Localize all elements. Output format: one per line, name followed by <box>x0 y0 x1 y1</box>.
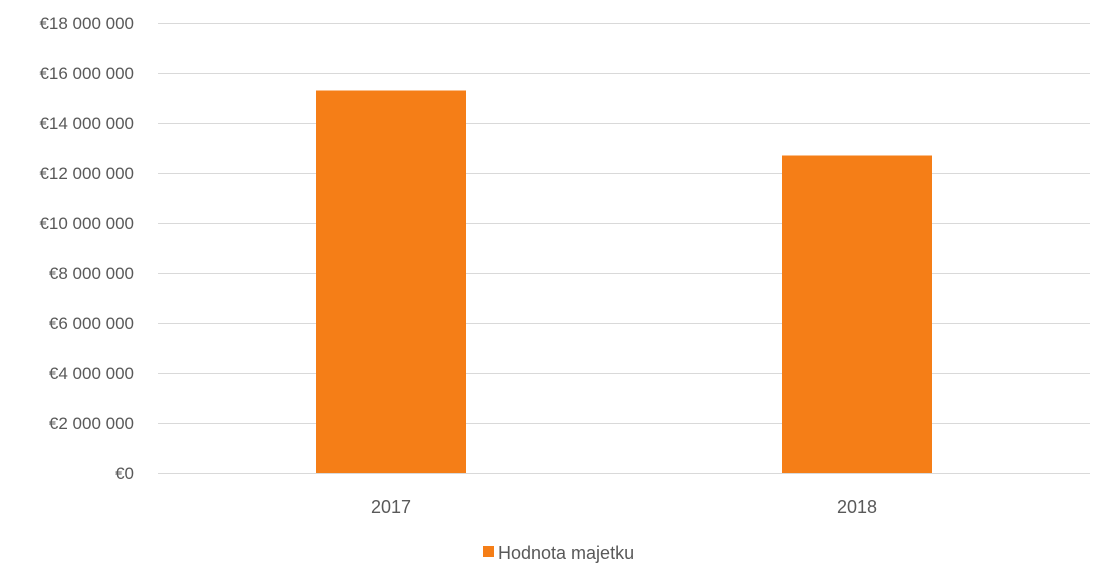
y-tick-label: €16 000 000 <box>39 64 134 83</box>
legend-swatch <box>483 546 494 557</box>
y-axis-tick-labels: €0 €2 000 000 €4 000 000 €6 000 000 €8 000 0… <box>39 14 134 483</box>
bar-2017 <box>316 90 466 473</box>
legend: Hodnota majetku <box>483 543 634 563</box>
y-tick-label: €6 000 000 <box>49 314 134 333</box>
y-tick-label: €2 000 000 <box>49 414 134 433</box>
x-axis-tick-labels: 2017 2018 <box>371 497 877 517</box>
y-tick-label: €14 000 000 <box>39 114 134 133</box>
y-tick-label: €10 000 000 <box>39 214 134 233</box>
y-tick-label: €4 000 000 <box>49 364 134 383</box>
y-tick-label: €18 000 000 <box>39 14 134 33</box>
x-tick-label: 2017 <box>371 497 411 517</box>
y-tick-label: €12 000 000 <box>39 164 134 183</box>
bars <box>316 90 932 473</box>
bar-2018 <box>782 155 932 473</box>
legend-label: Hodnota majetku <box>498 543 634 563</box>
y-tick-label: €0 <box>115 464 134 483</box>
y-tick-label: €8 000 000 <box>49 264 134 283</box>
x-tick-label: 2018 <box>837 497 877 517</box>
gridlines <box>158 23 1090 474</box>
